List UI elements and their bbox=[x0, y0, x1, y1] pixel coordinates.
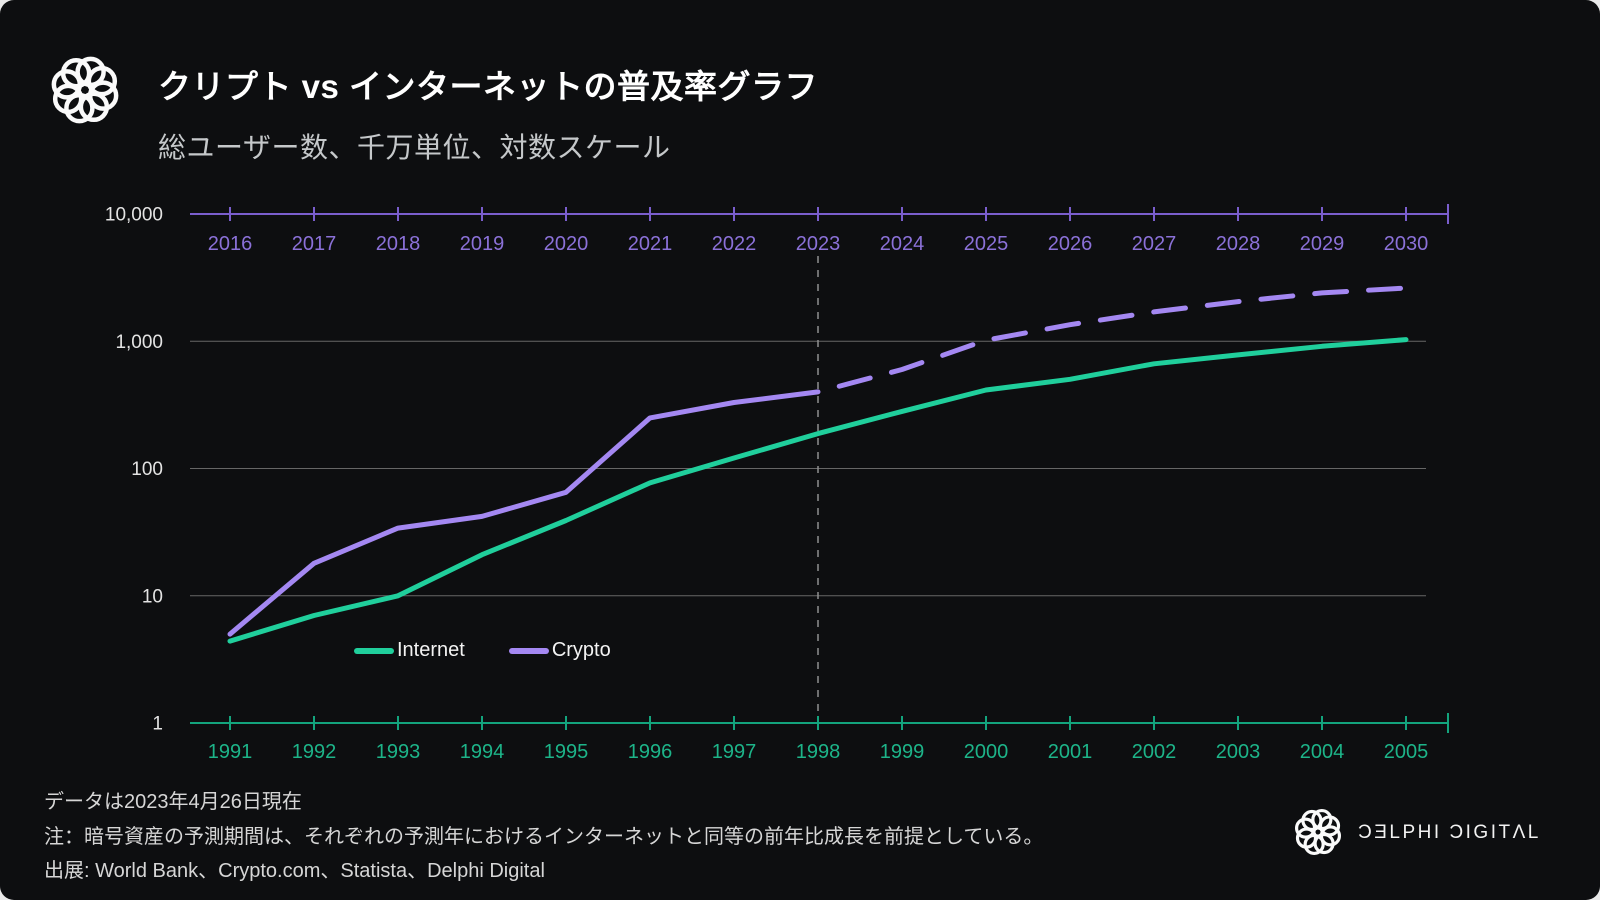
bottom-axis-label-2000: 2000 bbox=[964, 741, 1009, 763]
data-as-of-note: データは2023年4月26日現在 bbox=[44, 791, 302, 813]
logo-loop bbox=[1318, 815, 1341, 837]
top-axis-label-2019: 2019 bbox=[460, 233, 505, 255]
delphi-logo-icon bbox=[50, 55, 120, 125]
crypto-legend-swatch bbox=[508, 647, 549, 654]
top-axis-label-2021: 2021 bbox=[628, 233, 673, 255]
y-axis-label-10: 10 bbox=[142, 586, 163, 607]
top-axis-label-2017: 2017 bbox=[292, 233, 337, 255]
top-axis-label-2026: 2026 bbox=[1048, 233, 1093, 255]
bottom-axis-label-1999: 1999 bbox=[880, 741, 925, 763]
bottom-axis-label-2005: 2005 bbox=[1384, 741, 1429, 763]
top-axis-label-2020: 2020 bbox=[544, 233, 589, 255]
bottom-axis-label-1993: 1993 bbox=[376, 741, 421, 763]
bottom-axis-label-1997: 1997 bbox=[712, 741, 757, 763]
bottom-axis-label-1991: 1991 bbox=[208, 741, 253, 763]
bottom-axis-label-1998: 1998 bbox=[796, 741, 841, 763]
delphi-digital-brand: ƆƎLPHI ƆIGITΛL bbox=[1294, 808, 1541, 856]
crypto-line-actual bbox=[227, 389, 821, 637]
delphi-logo-icon-small bbox=[1294, 808, 1342, 856]
legend-item-crypto: Crypto bbox=[508, 639, 611, 662]
bottom-axis-label-2004: 2004 bbox=[1300, 741, 1345, 763]
top-axis-label-2023: 2023 bbox=[796, 233, 841, 255]
sources-note: 出展: World Bank、Crypto.com、Statista、Delph… bbox=[44, 860, 545, 882]
bottom-axis-label-2002: 2002 bbox=[1132, 741, 1177, 763]
top-axis-label-2016: 2016 bbox=[208, 233, 253, 255]
internet-legend-swatch bbox=[354, 647, 394, 654]
top-axis-label-2022: 2022 bbox=[712, 233, 757, 255]
bottom-axis-label-2001: 2001 bbox=[1048, 741, 1093, 763]
bottom-axis-label-1994: 1994 bbox=[460, 741, 505, 763]
top-axis-label-2027: 2027 bbox=[1132, 233, 1177, 255]
crypto-legend-label: Crypto bbox=[551, 639, 611, 661]
bottom-axis-label-1992: 1992 bbox=[292, 741, 337, 763]
bottom-axis-label-1996: 1996 bbox=[628, 741, 673, 763]
internet-line bbox=[227, 337, 1409, 644]
bottom-axis-label-1995: 1995 bbox=[544, 741, 589, 763]
forecast-assumption-note: 注：暗号資産の予測期間は、それぞれの予測年におけるインターネットと同等の前年比成… bbox=[44, 826, 1044, 848]
top-axis-label-2024: 2024 bbox=[880, 233, 925, 255]
delphi-digital-wordmark: ƆƎLPHI ƆIGITΛL bbox=[1358, 822, 1541, 843]
y-axis-label-1,000: 1,000 bbox=[115, 332, 163, 353]
top-axis-label-2030: 2030 bbox=[1384, 233, 1429, 255]
y-axis-label-1: 1 bbox=[152, 714, 163, 735]
crypto-line-forecast bbox=[815, 285, 1409, 395]
y-axis-label-100: 100 bbox=[131, 459, 163, 480]
chart-subtitle: 総ユーザー数、千万単位、対数スケール bbox=[158, 132, 671, 163]
y-axis-label-10,000: 10,000 bbox=[105, 205, 163, 226]
top-axis-label-2028: 2028 bbox=[1216, 233, 1261, 255]
top-axis-label-2025: 2025 bbox=[964, 233, 1009, 255]
top-axis-label-2029: 2029 bbox=[1300, 233, 1345, 255]
legend-item-internet: Internet bbox=[354, 639, 465, 662]
bottom-axis-label-2003: 2003 bbox=[1216, 741, 1261, 763]
logo-loop bbox=[86, 65, 118, 97]
chart-title: クリプト vs インターネットの普及率グラフ bbox=[158, 68, 819, 105]
internet-legend-label: Internet bbox=[397, 639, 465, 661]
top-axis-label-2018: 2018 bbox=[376, 233, 421, 255]
chart-legend: Internet Crypto bbox=[354, 639, 611, 662]
